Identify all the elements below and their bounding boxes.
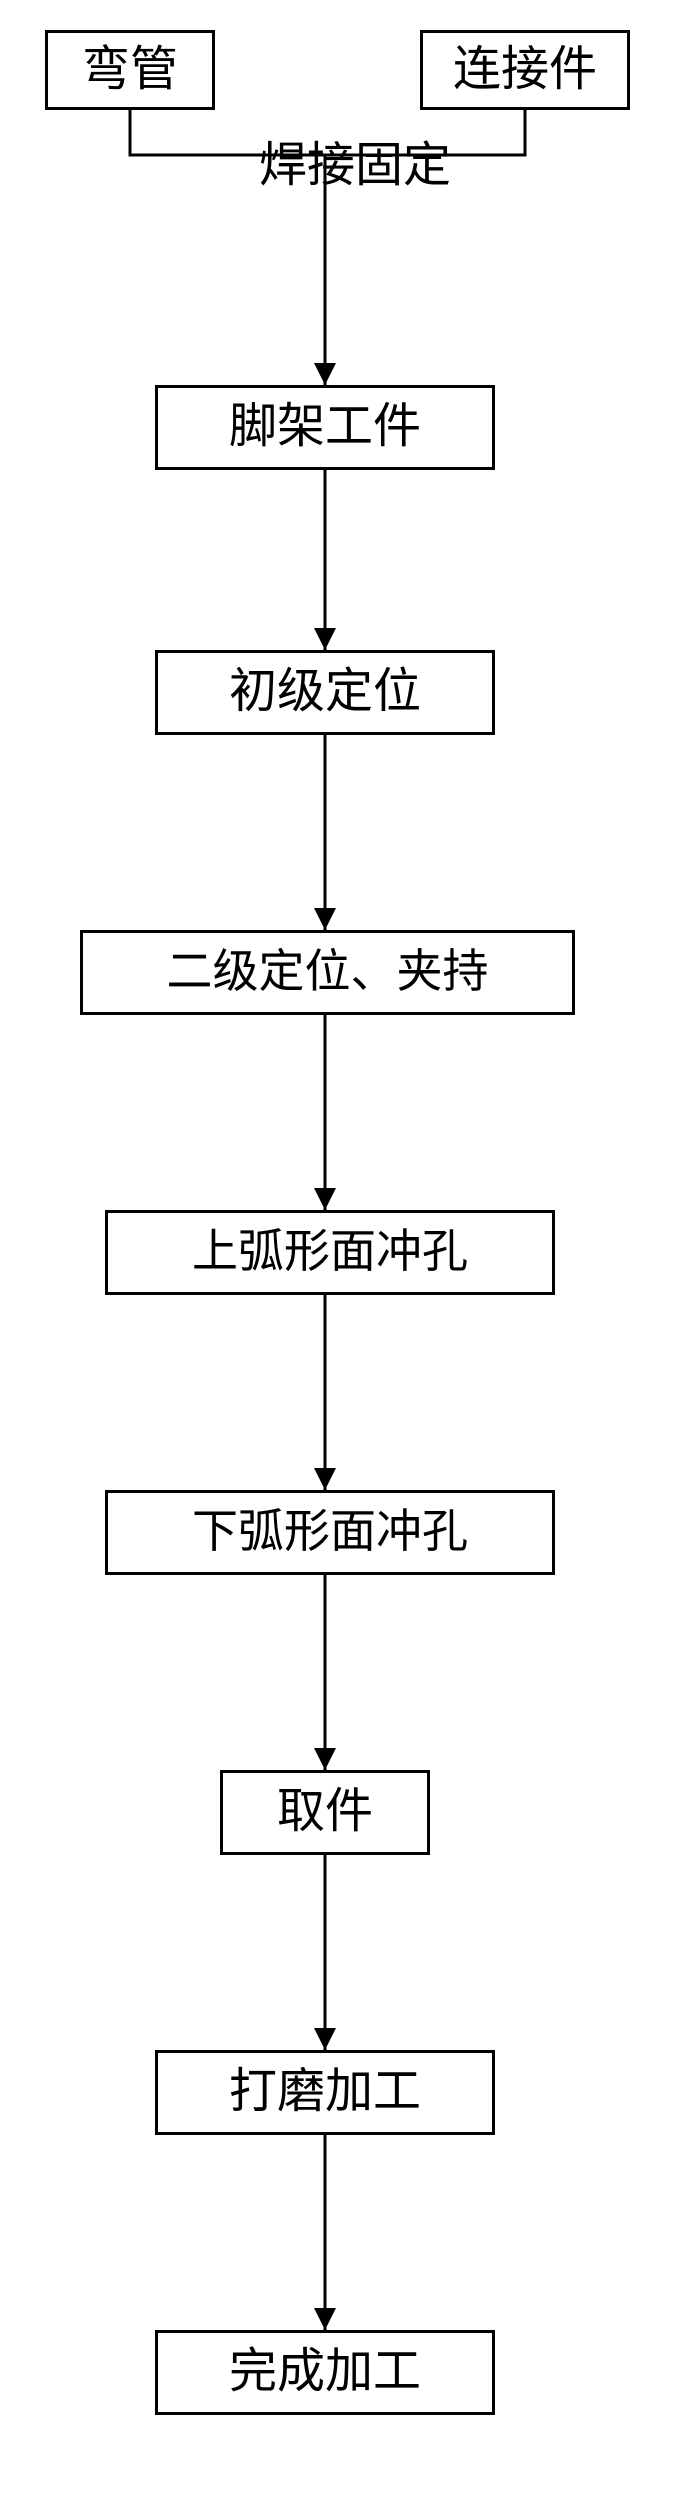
node-label: 打磨加工 xyxy=(229,2067,421,2117)
node-n_pu: 上弧形面冲孔 xyxy=(105,1210,555,1295)
node-label: 脚架工件 xyxy=(229,402,421,452)
edge-arrowhead xyxy=(314,2308,336,2330)
node-n_pos2: 二级定位、夹持 xyxy=(80,930,575,1015)
node-label: 初级定位 xyxy=(229,667,421,717)
edge-arrowhead xyxy=(314,363,336,385)
edge-arrowhead xyxy=(314,628,336,650)
node-n_weld: 焊接固定 xyxy=(205,125,505,185)
node-n_take: 取件 xyxy=(220,1770,430,1855)
edge-arrowhead xyxy=(314,1748,336,1770)
node-label: 上弧形面冲孔 xyxy=(192,1228,468,1276)
edge-arrowhead xyxy=(314,2028,336,2050)
flowchart-canvas: 弯管连接件焊接固定脚架工件初级定位二级定位、夹持上弧形面冲孔下弧形面冲孔取件打磨… xyxy=(0,0,673,2500)
node-n_pos1: 初级定位 xyxy=(155,650,495,735)
node-n_done: 完成加工 xyxy=(155,2330,495,2415)
node-label: 焊接固定 xyxy=(259,139,451,192)
node-label: 下弧形面冲孔 xyxy=(192,1508,468,1556)
node-n_grind: 打磨加工 xyxy=(155,2050,495,2135)
edge-arrowhead xyxy=(314,1188,336,1210)
node-label: 取件 xyxy=(277,1787,373,1837)
node-label: 连接件 xyxy=(453,45,597,95)
node-label: 二级定位、夹持 xyxy=(167,948,489,996)
node-n_pd: 下弧形面冲孔 xyxy=(105,1490,555,1575)
node-label: 弯管 xyxy=(82,45,178,95)
node-n_conn: 连接件 xyxy=(420,30,630,110)
node-n_bent: 弯管 xyxy=(45,30,215,110)
node-label: 完成加工 xyxy=(229,2347,421,2397)
edge-arrowhead xyxy=(314,1468,336,1490)
edge-arrowhead xyxy=(314,908,336,930)
node-n_work: 脚架工件 xyxy=(155,385,495,470)
